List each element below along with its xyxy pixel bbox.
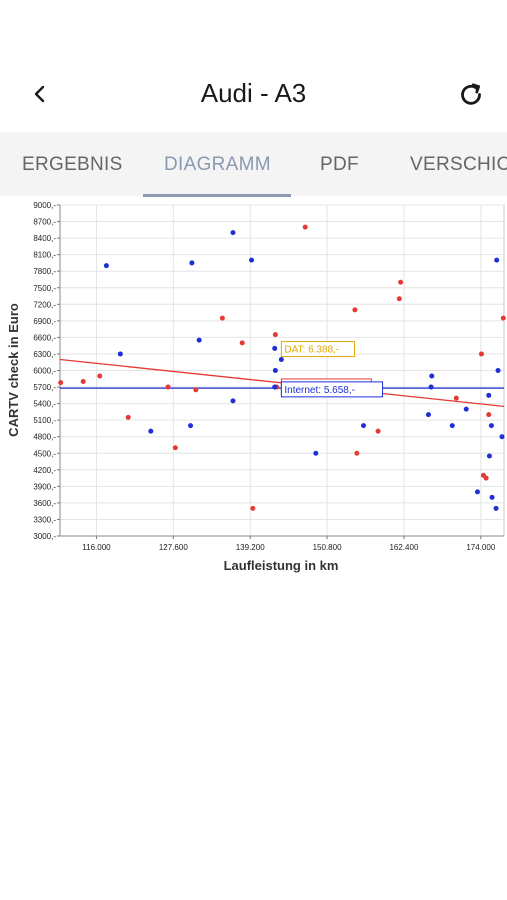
y-tick-label: 4800,- xyxy=(33,433,56,442)
tab-pdf[interactable]: PDF xyxy=(320,154,359,175)
data-point xyxy=(196,337,202,343)
data-point xyxy=(249,257,255,263)
data-point xyxy=(463,406,469,412)
x-tick-label: 174.000 xyxy=(466,543,495,552)
y-tick-label: 3600,- xyxy=(33,499,56,508)
y-tick-label: 5100,- xyxy=(33,416,56,425)
data-point xyxy=(425,412,431,418)
data-point xyxy=(219,315,225,321)
y-tick-label: 3300,- xyxy=(33,515,56,524)
data-point xyxy=(239,340,245,346)
y-tick-label: 5400,- xyxy=(33,400,56,409)
x-tick-label: 116.000 xyxy=(82,543,111,552)
x-tick-label: 139.200 xyxy=(236,543,265,552)
data-point xyxy=(278,356,284,362)
y-tick-label: 8400,- xyxy=(33,234,56,243)
data-point xyxy=(148,428,154,434)
data-point xyxy=(272,368,278,373)
data-point xyxy=(193,387,199,393)
data-point xyxy=(302,224,308,230)
y-tick-label: 8700,- xyxy=(33,218,56,227)
data-point xyxy=(354,450,360,456)
y-tick-label: 3000,- xyxy=(33,532,56,541)
data-point xyxy=(453,395,459,401)
x-tick-label: 162.400 xyxy=(389,543,418,552)
chevron-left-icon xyxy=(34,85,45,103)
data-point xyxy=(165,384,171,390)
y-tick-label: 9000,- xyxy=(33,201,56,210)
data-point xyxy=(489,494,495,500)
x-tick-label: 150.800 xyxy=(313,543,342,552)
data-point xyxy=(103,263,109,269)
y-tick-label: 4500,- xyxy=(33,449,56,458)
tab-ergebnis[interactable]: ERGEBNIS xyxy=(22,154,123,175)
page-title: Audi - A3 xyxy=(200,78,307,108)
annotation-box xyxy=(280,381,384,398)
y-tick-label: 5700,- xyxy=(33,383,56,392)
data-point xyxy=(486,453,492,459)
data-point xyxy=(313,450,319,456)
data-point xyxy=(117,351,123,357)
data-point xyxy=(494,257,500,263)
y-tick-label: 7200,- xyxy=(33,300,56,309)
data-point xyxy=(188,423,194,429)
data-point xyxy=(272,332,278,338)
y-tick-label: 7500,- xyxy=(33,284,56,293)
data-point xyxy=(474,489,480,495)
data-point xyxy=(172,445,178,451)
annotation-box xyxy=(280,341,356,358)
data-point xyxy=(58,380,64,386)
data-point xyxy=(189,260,195,266)
data-point xyxy=(375,428,381,434)
y-tick-label: 8100,- xyxy=(33,251,56,260)
app-header: Audi - A3 xyxy=(0,60,507,130)
data-point xyxy=(500,315,506,321)
y-tick-label: 3900,- xyxy=(33,482,56,491)
y-tick-label: 6000,- xyxy=(33,367,56,376)
data-point xyxy=(398,279,404,285)
y-tick-label: 4200,- xyxy=(33,466,56,475)
data-point xyxy=(499,434,505,440)
chart-svg: 3000,- 3300,- 3600,- 3900,- 4200,- 4500,- 4800… xyxy=(6,201,506,573)
data-point xyxy=(125,414,131,420)
annotation-label: DAT: 6.388,- xyxy=(284,345,339,356)
tab-bar: ERGEBNIS DIAGRAMM PDF VERSCHICKEN xyxy=(0,132,507,196)
active-tab-indicator xyxy=(143,194,291,197)
refresh-icon xyxy=(461,83,481,105)
data-point xyxy=(488,423,494,429)
data-point xyxy=(486,412,492,418)
data-point xyxy=(495,368,501,373)
y-tick-label: 6600,- xyxy=(33,333,56,342)
data-point xyxy=(352,307,358,313)
scatter-chart: 3000,- 3300,- 3600,- 3900,- 4200,- 4500,- 4800… xyxy=(0,197,507,587)
y-tick-label: 7800,- xyxy=(33,267,56,276)
data-point xyxy=(478,351,484,357)
data-point xyxy=(428,384,434,390)
data-point xyxy=(429,373,435,379)
data-point xyxy=(97,373,103,379)
data-point xyxy=(80,379,86,385)
data-point xyxy=(486,392,492,398)
data-point xyxy=(250,505,256,511)
back-button[interactable] xyxy=(22,76,58,112)
y-tick-label: 6900,- xyxy=(33,317,56,326)
tab-verschicken[interactable]: VERSCHICKEN xyxy=(410,154,507,175)
data-point xyxy=(230,398,236,404)
data-point xyxy=(493,505,499,511)
data-point xyxy=(483,475,489,481)
data-point xyxy=(396,296,402,302)
reload-button[interactable] xyxy=(452,76,490,114)
annotation-label: Internet: 5.658,- xyxy=(284,385,355,396)
data-point xyxy=(449,423,455,429)
data-point xyxy=(361,423,367,429)
data-point xyxy=(230,230,236,236)
tab-diagramm[interactable]: DIAGRAMM xyxy=(164,154,271,175)
data-point xyxy=(272,384,278,390)
x-axis-title: Laufleistung in km xyxy=(224,558,339,573)
y-axis-title: CARTV check in Euro xyxy=(6,303,21,437)
y-tick-label: 6300,- xyxy=(33,350,56,359)
x-tick-label: 127.600 xyxy=(159,543,188,552)
data-point xyxy=(272,345,278,351)
